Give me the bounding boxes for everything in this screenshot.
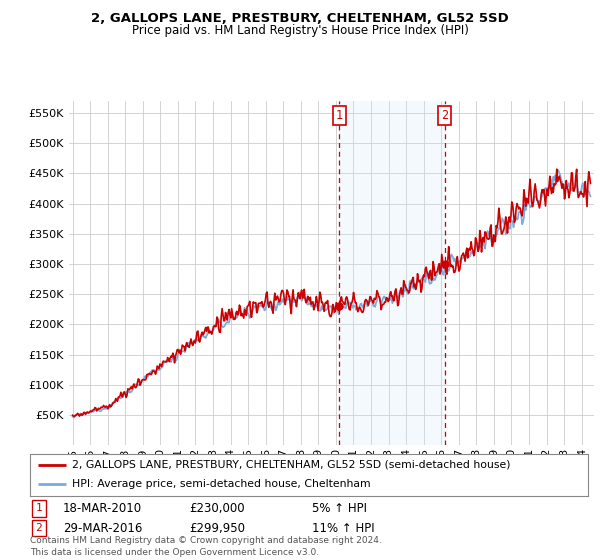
Text: 2: 2 bbox=[35, 523, 43, 533]
Text: 5% ↑ HPI: 5% ↑ HPI bbox=[312, 502, 367, 515]
Text: Contains HM Land Registry data © Crown copyright and database right 2024.
This d: Contains HM Land Registry data © Crown c… bbox=[30, 536, 382, 557]
Text: 1: 1 bbox=[35, 503, 43, 514]
Bar bbox=[340, 101, 445, 445]
Text: 2, GALLOPS LANE, PRESTBURY, CHELTENHAM, GL52 5SD (semi-detached house): 2, GALLOPS LANE, PRESTBURY, CHELTENHAM, … bbox=[72, 460, 511, 470]
Text: 18-MAR-2010: 18-MAR-2010 bbox=[63, 502, 142, 515]
Text: £299,950: £299,950 bbox=[189, 521, 245, 535]
Text: £230,000: £230,000 bbox=[189, 502, 245, 515]
Text: 1: 1 bbox=[336, 109, 343, 123]
Text: 29-MAR-2016: 29-MAR-2016 bbox=[63, 521, 142, 535]
Text: 11% ↑ HPI: 11% ↑ HPI bbox=[312, 521, 374, 535]
Text: Price paid vs. HM Land Registry's House Price Index (HPI): Price paid vs. HM Land Registry's House … bbox=[131, 24, 469, 37]
Text: HPI: Average price, semi-detached house, Cheltenham: HPI: Average price, semi-detached house,… bbox=[72, 479, 370, 489]
Text: 2, GALLOPS LANE, PRESTBURY, CHELTENHAM, GL52 5SD: 2, GALLOPS LANE, PRESTBURY, CHELTENHAM, … bbox=[91, 12, 509, 25]
Text: 2: 2 bbox=[441, 109, 448, 123]
